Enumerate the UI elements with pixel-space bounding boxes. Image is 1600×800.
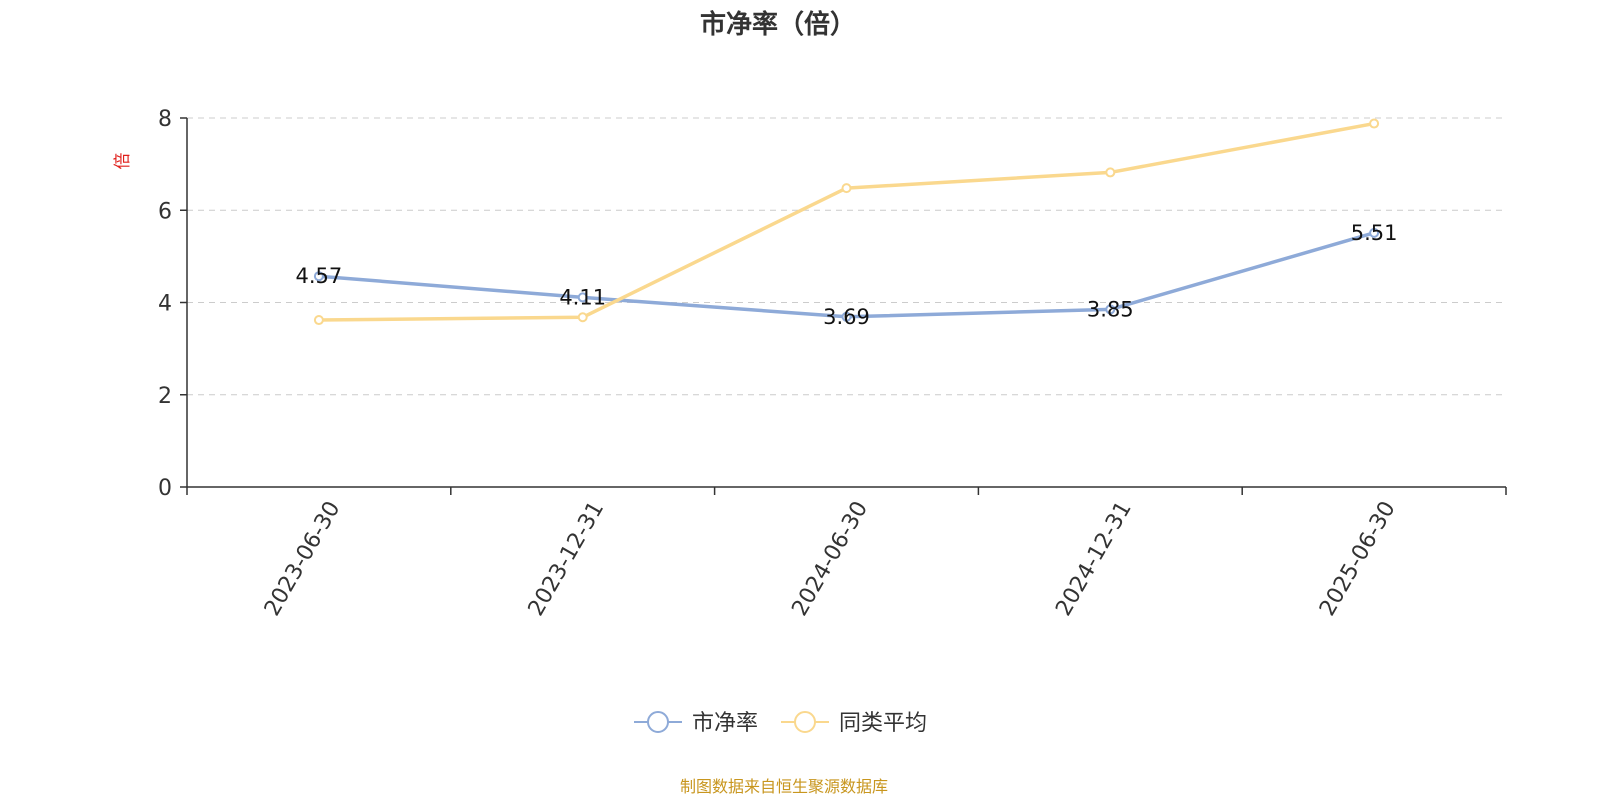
x-tick-label-2: 2024-06-30 bbox=[787, 497, 873, 620]
legend-item-0[interactable]: 市净率 bbox=[634, 711, 758, 736]
y-tick-label-2: 4 bbox=[158, 292, 172, 317]
grid-lines bbox=[187, 117, 1506, 396]
y-tick-label-3: 6 bbox=[158, 199, 172, 224]
y-axis-label: 倍 bbox=[113, 153, 133, 170]
data-source-note: 制图数据来自恒生聚源数据库 bbox=[680, 777, 888, 796]
data-label-0-2: 3.69 bbox=[823, 305, 870, 329]
series-group bbox=[313, 118, 1380, 326]
data-point-0-3[interactable] bbox=[1105, 304, 1116, 315]
x-axis-ticks: 2023-06-30 2023-12-31 2024-06-30 2024-12-31… bbox=[186, 487, 1507, 620]
y-tick-label-0: 0 bbox=[158, 476, 172, 501]
x-tick-label-0: 2023-06-30 bbox=[260, 497, 346, 620]
data-point-0-4[interactable] bbox=[1369, 227, 1380, 238]
data-labels: 4.57 4.11 3.69 3.85 5.51 bbox=[296, 221, 1398, 329]
data-label-0-1: 4.11 bbox=[559, 285, 606, 309]
data-point-1-2[interactable] bbox=[841, 183, 852, 194]
data-point-0-0[interactable] bbox=[313, 271, 324, 282]
data-label-0-4: 5.51 bbox=[1351, 221, 1398, 245]
x-tick-label-4: 2025-06-30 bbox=[1315, 497, 1401, 620]
y-tick-label-4: 8 bbox=[158, 107, 172, 132]
axes bbox=[186, 118, 1506, 488]
x-tick-label-3: 2024-12-31 bbox=[1051, 497, 1137, 620]
data-label-0-3: 3.85 bbox=[1087, 297, 1134, 321]
legend-item-1[interactable]: 同类平均 bbox=[781, 711, 927, 736]
data-point-0-2[interactable] bbox=[841, 311, 852, 322]
legend-label-0: 市净率 bbox=[692, 711, 758, 736]
data-label-0-0: 4.57 bbox=[296, 264, 343, 288]
y-tick-label-1: 2 bbox=[158, 384, 172, 409]
data-point-1-0[interactable] bbox=[313, 315, 324, 326]
y-axis-ticks: 0 2 4 6 8 bbox=[158, 107, 187, 501]
legend[interactable]: 市净率 同类平均 bbox=[634, 711, 927, 736]
x-tick-label-1: 2023-12-31 bbox=[524, 497, 610, 620]
chart-title: 市净率（倍） bbox=[700, 9, 856, 40]
data-point-1-1[interactable] bbox=[577, 312, 588, 323]
data-point-0-1[interactable] bbox=[577, 292, 588, 303]
legend-marker-0 bbox=[647, 711, 669, 733]
legend-label-1: 同类平均 bbox=[839, 711, 927, 736]
data-point-1-3[interactable] bbox=[1105, 167, 1116, 178]
data-point-1-4[interactable] bbox=[1369, 118, 1380, 129]
legend-marker-1 bbox=[794, 711, 816, 733]
